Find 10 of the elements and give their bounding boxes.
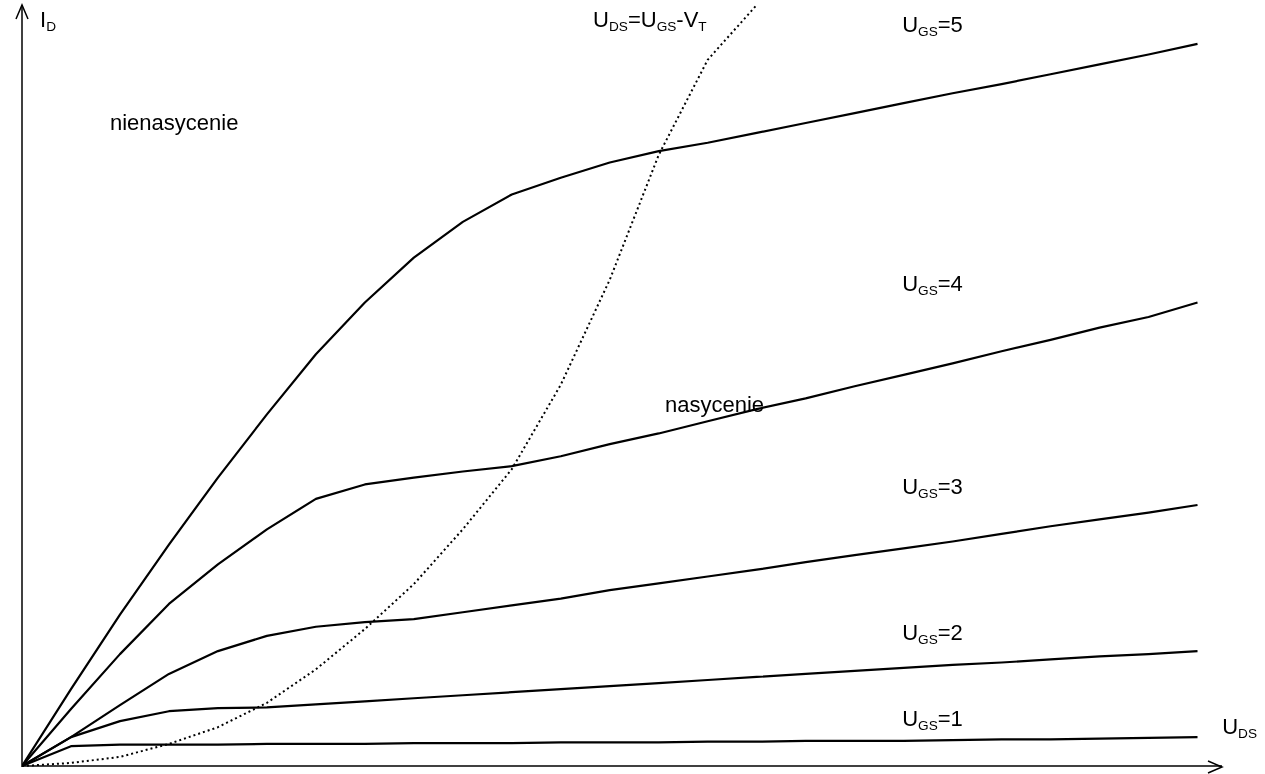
text: U$_{GS}$=5 [902, 11, 963, 40]
annotation: nienasycenie [110, 110, 239, 135]
series-label: U$_{GS}$=3 [902, 473, 963, 501]
series-label: U$_{GS}$=1 [902, 706, 963, 734]
series-label: U$_{GS}$=2 [902, 619, 963, 648]
x-axis-title: U$_{DS}$ [1222, 714, 1257, 742]
text: U$_{GS}$=4 [902, 270, 963, 299]
series-label: U$_{DS}$=U$_{GS}$-V$_{T}$ [593, 7, 708, 35]
annotation: nasycenie [665, 392, 765, 417]
y-axis-title: I$_{D}$ [40, 7, 57, 35]
